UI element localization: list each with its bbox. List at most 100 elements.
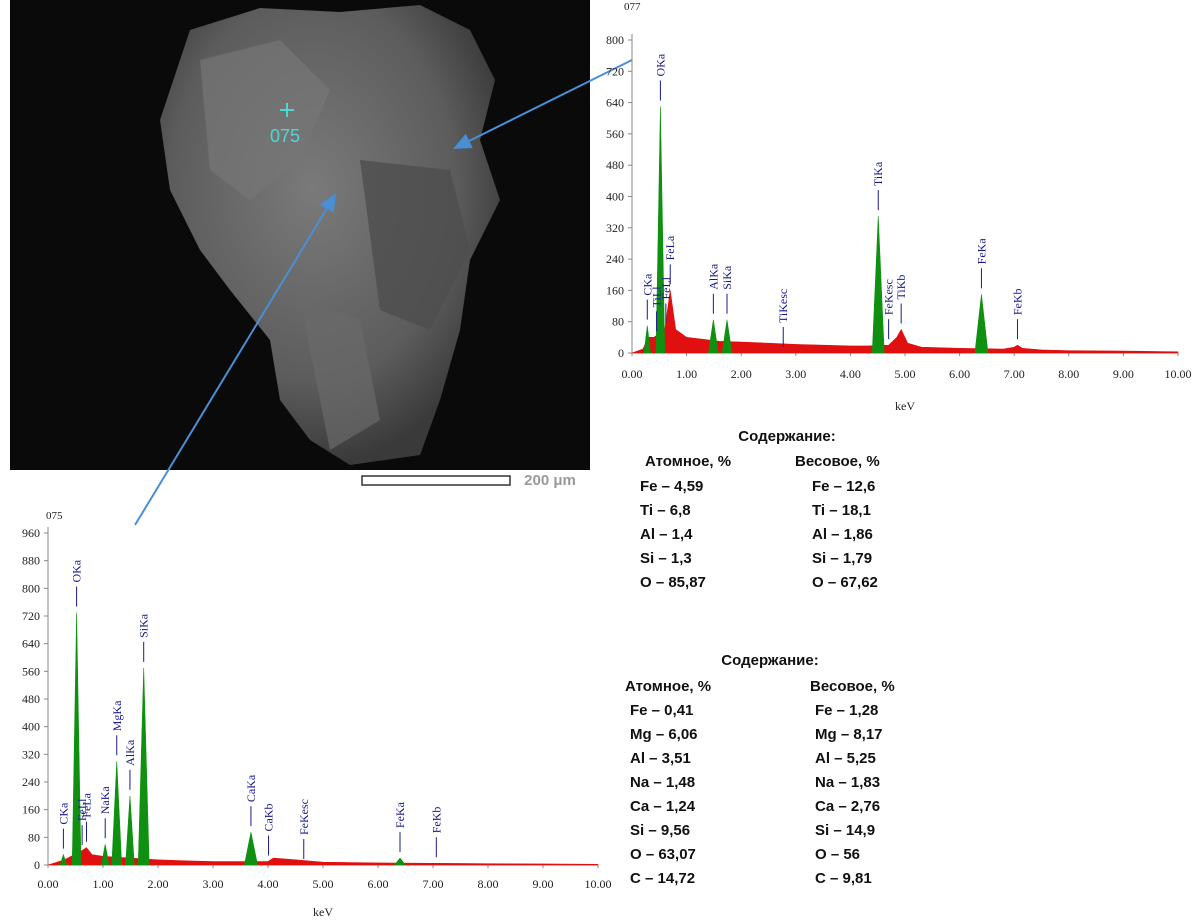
peak-label: TiKa <box>871 161 885 186</box>
peak-label: FeKesc <box>297 799 311 835</box>
arrow <box>453 59 633 149</box>
table-cell: O – 85,87 <box>640 574 706 591</box>
x-tick-label: 5.00 <box>895 367 916 381</box>
x-tick-label: 0.00 <box>622 367 643 381</box>
peak-label: SiKa <box>720 265 734 290</box>
table-heading: Содержание: <box>721 652 819 669</box>
peak-label: FeKb <box>1010 289 1024 316</box>
table-cell: Si – 14,9 <box>815 822 876 839</box>
sem-image: 075 200 μm <box>10 0 590 489</box>
y-tick-label: 800 <box>22 581 40 595</box>
x-tick-label: 2.00 <box>148 877 169 891</box>
table-cell: Si – 9,56 <box>630 822 691 839</box>
arrow <box>134 193 337 526</box>
table-cell: O – 56 <box>815 846 861 863</box>
marker-label: 075 <box>270 126 300 146</box>
y-tick-label: 560 <box>606 127 624 141</box>
y-tick-label: 80 <box>28 830 40 844</box>
x-tick-label: 1.00 <box>676 367 697 381</box>
peak-label: NaKa <box>98 786 112 815</box>
y-tick-label: 0 <box>618 346 624 360</box>
peak-label: SiKa <box>137 613 151 638</box>
peak-label: TiLl <box>650 286 664 308</box>
y-tick-label: 160 <box>606 283 624 297</box>
peak-label: FeKb <box>429 807 443 834</box>
x-axis-label: keV <box>895 399 915 413</box>
peak-label: CKa <box>56 802 70 825</box>
x-tick-label: 6.00 <box>949 367 970 381</box>
peak-label: TiKb <box>894 275 908 300</box>
peak-label: AlKa <box>123 739 137 766</box>
peak-label: FeKesc <box>882 279 896 315</box>
y-tick-label: 960 <box>22 526 40 540</box>
column-header: Атомное, % <box>645 453 732 470</box>
peak-label: FeLa <box>663 235 677 260</box>
table-cell: Fe – 1,28 <box>815 702 879 719</box>
y-tick-label: 480 <box>606 158 624 172</box>
peak-label: TiKesc <box>776 289 790 323</box>
x-tick-label: 4.00 <box>258 877 279 891</box>
x-tick-label: 4.00 <box>840 367 861 381</box>
peak-label: OKa <box>70 559 84 582</box>
peak-label: CaKa <box>244 774 258 802</box>
table-cell: Ca – 1,24 <box>630 798 696 815</box>
x-tick-label: 10.00 <box>1165 367 1192 381</box>
y-tick-label: 880 <box>22 554 40 568</box>
peak-label: AlKa <box>706 263 720 290</box>
y-tick-label: 720 <box>22 609 40 623</box>
y-tick-label: 400 <box>606 190 624 204</box>
x-tick-label: 2.00 <box>731 367 752 381</box>
table-cell: Ca – 2,76 <box>815 798 881 815</box>
y-tick-label: 80 <box>612 315 624 329</box>
peak-label: CaKb <box>262 804 276 832</box>
table-cell: C – 14,72 <box>630 870 696 887</box>
column-header: Весовое, % <box>810 678 895 695</box>
y-tick-label: 320 <box>606 221 624 235</box>
peak-label: FeKa <box>393 801 407 828</box>
peak-label: FeLl <box>659 276 673 299</box>
table-cell: Mg – 6,06 <box>630 726 698 743</box>
x-tick-label: 8.00 <box>478 877 499 891</box>
table-cell: Fe – 0,41 <box>630 702 694 719</box>
table-cell: Al – 1,86 <box>812 526 873 543</box>
y-tick-label: 320 <box>22 747 40 761</box>
y-tick-label: 800 <box>606 33 624 47</box>
table-cell: Si – 1,3 <box>640 550 692 567</box>
table-cell: Na – 1,83 <box>815 774 881 791</box>
table-cell: O – 67,62 <box>812 574 878 591</box>
x-tick-label: 7.00 <box>1004 367 1025 381</box>
table-cell: Al – 1,4 <box>640 526 693 543</box>
peak-label: OKa <box>653 53 667 76</box>
column-header: Весовое, % <box>795 453 880 470</box>
spectrum-area <box>643 106 989 354</box>
y-tick-label: 240 <box>22 775 40 789</box>
x-tick-label: 3.00 <box>785 367 806 381</box>
table-cell: Ti – 18,1 <box>812 502 871 519</box>
column-header: Атомное, % <box>625 678 712 695</box>
peak-label: FeLa <box>80 792 94 817</box>
table-heading: Содержание: <box>738 428 836 445</box>
chart-title: 077 <box>624 1 641 13</box>
x-tick-label: 9.00 <box>533 877 554 891</box>
y-tick-label: 560 <box>22 664 40 678</box>
y-tick-label: 400 <box>22 720 40 734</box>
x-tick-label: 8.00 <box>1058 367 1079 381</box>
y-tick-label: 160 <box>22 803 40 817</box>
table-cell: Al – 3,51 <box>630 750 691 767</box>
table-cell: Mg – 8,17 <box>815 726 883 743</box>
table-cell: Ti – 6,8 <box>640 502 691 519</box>
x-tick-label: 10.00 <box>585 877 612 891</box>
spectrum-area <box>59 612 407 866</box>
y-tick-label: 720 <box>606 64 624 78</box>
scale-label: 200 μm <box>524 472 576 489</box>
table-cell: Si – 1,79 <box>812 550 873 567</box>
x-tick-label: 1.00 <box>93 877 114 891</box>
x-tick-label: 7.00 <box>423 877 444 891</box>
table-cell: Na – 1,48 <box>630 774 696 791</box>
y-tick-label: 640 <box>22 637 40 651</box>
x-tick-label: 9.00 <box>1113 367 1134 381</box>
table-cell: O – 63,07 <box>630 846 696 863</box>
y-tick-label: 0 <box>34 858 40 872</box>
